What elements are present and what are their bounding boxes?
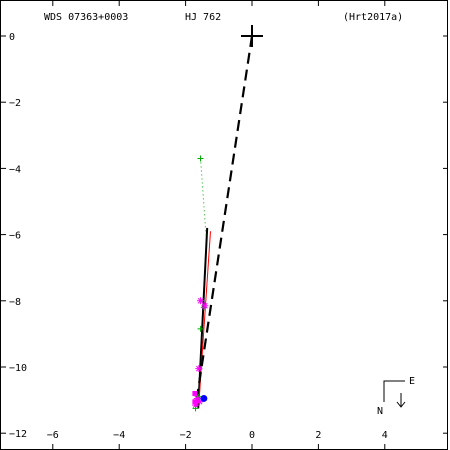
x-tick-label: 2 (315, 430, 321, 441)
y-tick-label: −10 (9, 363, 27, 374)
y-tick-label: −2 (9, 98, 21, 109)
compass-east-label: E (409, 376, 415, 387)
observation-star-magenta (192, 401, 200, 409)
motion-arrow-icon (396, 393, 406, 408)
observation-star-magenta (201, 302, 209, 310)
compass-axes (383, 380, 405, 402)
observation-star-magenta (197, 297, 205, 305)
observation-square-magenta (192, 399, 198, 405)
observation-dot-blue (200, 394, 208, 402)
wds-designation: WDS 07363+0003 (44, 12, 128, 23)
y-axis-ticks: 0 −2 −4 −6 −8 −10 −12 (1, 32, 448, 440)
observation-star-magenta (193, 394, 201, 402)
x-tick-label: −4 (113, 430, 125, 441)
y-tick-label: −8 (9, 297, 21, 308)
observation-square-magenta (192, 390, 198, 396)
x-tick-label: −2 (180, 430, 192, 441)
y-tick-label: 0 (9, 32, 15, 43)
star-name: HJ 762 (185, 12, 221, 23)
observation-plus-green (197, 155, 204, 162)
residual-line-green (200, 158, 207, 238)
y-tick-label: −6 (9, 231, 21, 242)
y-tick-label: −4 (9, 164, 21, 175)
x-tick-label: −6 (47, 430, 59, 441)
x-tick-label: 0 (249, 430, 255, 441)
compass-north-label: N (377, 406, 383, 417)
line-of-nodes-dashed (194, 35, 254, 407)
y-tick-label: −12 (9, 429, 27, 440)
x-axis-ticks: −6 −4 −2 0 2 4 (47, 1, 388, 449)
observation-star-magenta (195, 365, 203, 373)
observation-plus-green (197, 325, 204, 332)
compass-indicator: E N (377, 376, 415, 417)
chart-marks (192, 25, 263, 412)
observation-star-magenta (196, 398, 204, 406)
reference: (Hrt2017a) (343, 12, 403, 23)
x-tick-label: 4 (382, 430, 388, 441)
